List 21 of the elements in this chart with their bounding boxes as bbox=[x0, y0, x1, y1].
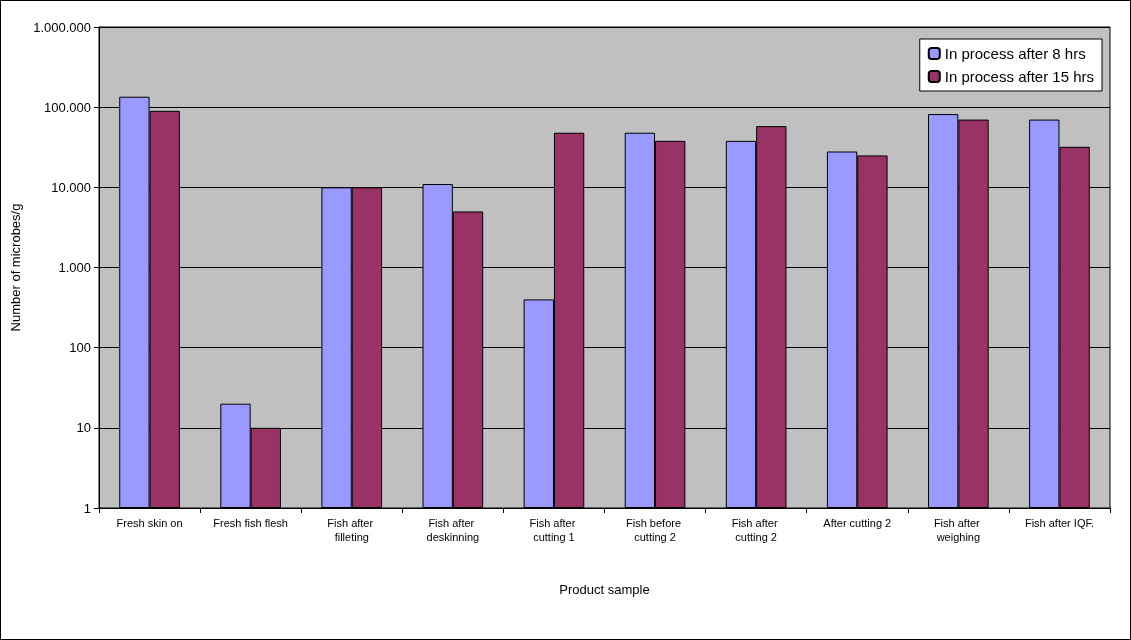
legend-label: In process after 15 hrs bbox=[944, 68, 1095, 85]
y-axis-title: Number of microbes/g bbox=[8, 203, 24, 332]
legend-label: In process after 8 hrs bbox=[944, 45, 1086, 62]
x-tick-label: Fish after weighing bbox=[933, 517, 983, 543]
x-axis-title: Product sample bbox=[559, 582, 650, 597]
y-tick-label: 100.000 bbox=[44, 99, 91, 115]
x-tick-label: Fish after filleting bbox=[327, 517, 377, 543]
x-tick-label: Fresh skin on bbox=[116, 517, 183, 529]
x-tick-label: Fish before cutting 2 bbox=[626, 517, 685, 543]
x-tick-label: After cutting 2 bbox=[823, 517, 892, 529]
y-tick-label: 1 bbox=[83, 500, 91, 516]
y-tick-label: 10.000 bbox=[51, 179, 91, 195]
y-tick-label: 100 bbox=[69, 340, 91, 356]
y-tick-label: 1.000.000 bbox=[33, 19, 91, 35]
x-tick-label: Fish after cutting 1 bbox=[529, 517, 579, 543]
x-tick-label: Fish after cutting 2 bbox=[731, 517, 781, 543]
y-tick-label: 1.000 bbox=[58, 260, 91, 275]
x-tick-label: Fish after deskinning bbox=[426, 517, 480, 543]
x-tick-label: Fish after IQF. bbox=[1024, 517, 1094, 529]
y-tick-label: 10 bbox=[76, 420, 91, 436]
x-tick-label: Fresh fish flesh bbox=[213, 517, 288, 529]
